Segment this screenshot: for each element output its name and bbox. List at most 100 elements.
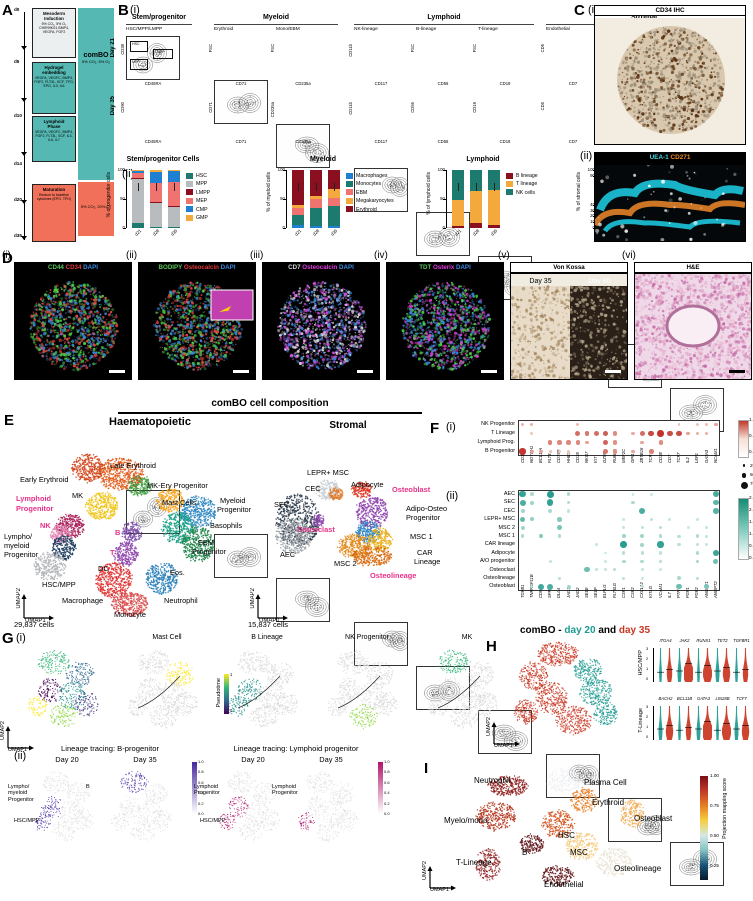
panel-b-legend-swatch (186, 206, 193, 213)
panel-e-header-rule (118, 412, 422, 414)
panel-b-bar-segment (310, 199, 322, 208)
panel-a: d0 d5 d10 d14 d20 d35 Mesoderm Induction 5% CO… (14, 4, 114, 242)
panel-b-chart-tickmark (283, 228, 286, 229)
panel-e-haem-count: 29,837 cells (14, 620, 54, 629)
dotplot-dot (677, 542, 681, 547)
panel-b-group-title: Stem/progenitor (126, 14, 192, 21)
panel-d-label-part: DAPI (454, 264, 471, 271)
panel-b-flow-xaxis: CD117 (354, 81, 408, 86)
panel-b-flow-xaxis: CD71 (214, 139, 268, 144)
panel-b-legend-item: Monocytes (346, 180, 394, 188)
panel-c-i-label: (i) (588, 4, 598, 16)
panel-b-flow-yaxis: CD19 (472, 102, 477, 113)
panel-e-haematopoietic-title: Haematopoietic (60, 416, 240, 428)
panel-b-bar-segment (150, 201, 162, 204)
panel-f-i-colorbar-tick: 1.0 (749, 417, 753, 422)
dotplot-dot (593, 430, 599, 436)
panel-a-stage-details: Reduce to baseline cytokines (EPO, TPO) (34, 193, 74, 201)
panel-b-legend-label: Erythroid (356, 207, 377, 213)
panel-a-stage-details: VEGFA, VEGFC, BMP4, FGF2, FLT3L, SCF, TP… (34, 76, 74, 89)
panel-i-cluster-label: HSC (558, 831, 575, 840)
panel-e-strom-xlabel: UMAP1 (259, 618, 280, 624)
panel-i-cluster-label: Osteoblast (634, 814, 672, 823)
dotplot-dot (705, 526, 709, 530)
panel-h-violin-gene-label: BCL11B (675, 696, 694, 701)
panel-e-strom-cluster-label: Adipocyte (351, 480, 383, 489)
dotplot-gene-label: JAG1 (566, 587, 571, 597)
panel-d-label-part: DAPI (337, 264, 354, 271)
panel-d-subnum: (i) (2, 250, 11, 261)
panel-e-haem-cluster-label: Eos. (170, 568, 185, 577)
dotplot-dot (705, 423, 709, 426)
panel-g-umap-title: NK Progenitor (324, 634, 410, 641)
panel-g-tracing-colorbar-tick: 0.6 (384, 780, 390, 785)
panel-b-row-label: Day 21 (110, 38, 116, 57)
panel-b-chart-yaxis (126, 170, 127, 228)
panel-d-image: TDT Osterix DAPI (386, 262, 504, 380)
panel-b-legend-label: HSC (196, 173, 207, 179)
panel-h-violin-ytick: 2 (646, 714, 648, 719)
dotplot-dot (548, 509, 553, 513)
dotplot-dot (640, 584, 644, 589)
dotplot-row-label: Osteoblast (456, 583, 515, 589)
panel-b-bar-segment (168, 205, 180, 208)
panel-g-axes: UMAP2 UMAP1 (0, 721, 58, 754)
panel-h-header-part: day 20 (564, 625, 595, 636)
panel-g-tracing-umap (216, 766, 290, 846)
panel-b-legend-swatch (186, 172, 193, 179)
panel-d-subnum: (iii) (250, 250, 263, 261)
panel-a-combo-sub: 5% CO₂, 5% O₂ (78, 59, 114, 64)
dotplot-dot (529, 500, 534, 505)
dotplot-dot (695, 431, 699, 436)
panel-d-image: H&E (634, 262, 752, 380)
panel-g-tracing-umap (30, 766, 104, 846)
panel-d-image-label: TDT Osterix DAPI (387, 263, 503, 272)
panel-g-umap (224, 644, 310, 732)
dotplot-dot (666, 430, 673, 437)
panel-b-legend-label: EBM (356, 190, 367, 196)
panel-b-legend-item: B lineage (506, 172, 538, 180)
panel-b-legend-label: CMP (196, 207, 208, 213)
dotplot-gene-label: CSF1 (621, 587, 626, 598)
panel-b-bar-segment (328, 197, 340, 206)
dotplot-dot (640, 542, 645, 547)
panel-b-chart-ytick: 100 (112, 167, 125, 172)
panel-d-image-label: Von Kossa (511, 263, 627, 273)
panel-b-legend-item: Macrophages (346, 172, 394, 180)
panel-d-image-canvas: Day 35 Day 80 (511, 274, 627, 379)
panel-g-tracing-umap (108, 766, 182, 846)
panel-b-bar-segment (470, 191, 482, 224)
dotplot-dot (677, 576, 681, 581)
panel-g-tracing-colorbar-tick: 0.8 (198, 769, 204, 774)
panel-a-timepoint: d0 (14, 7, 19, 12)
panel-b-flow-yaxis: CD235a (270, 102, 275, 117)
panel-e-haem-cluster-label: Neutrophil (164, 596, 198, 605)
panel-g-tracing-colorbar-tick: 1.0 (198, 759, 204, 764)
panel-g-tracing-title: Lineage tracing: Lymphoid progenitor (216, 744, 376, 753)
panel-b-chart-title: Myeloid (282, 156, 364, 163)
panel-a-combo-sub-2: 5% CO₂, 20% O₂ (78, 182, 114, 209)
panel-b-bar-segment (150, 170, 162, 172)
dotplot-gene-label: LEF1 (694, 453, 699, 463)
panel-d-subnum: (ii) (126, 250, 137, 261)
panel-b-flow-xaxis: CD45RA (126, 81, 180, 86)
panel-h-header: comBO - day 20 and day 35 (420, 625, 750, 636)
panel-g-ii-label: (ii) (14, 750, 26, 762)
panel-d-label-part: DAPI (219, 264, 236, 271)
dotplot-dot (520, 534, 525, 539)
panel-b-chart-ytick: 50 (432, 196, 445, 201)
dotplot-dot (548, 559, 552, 563)
panel-d-image-canvas (387, 274, 503, 379)
panel-d-image: CD7 Osteocalcin DAPI (262, 262, 380, 380)
dotplot-dot (547, 499, 554, 506)
dotplot-dot (622, 576, 626, 580)
panel-g-umap-title: Mast Cell (124, 634, 210, 641)
panel-b-plot-title: HSC/MPP/LMPP (126, 27, 184, 32)
dotplot-dot (621, 559, 626, 564)
dotplot-row-label: B Progenitor (456, 448, 515, 454)
panel-b-bar-segment (292, 208, 304, 216)
panel-d-scalebar (605, 370, 621, 373)
panel-b-group-rule (126, 24, 192, 25)
dotplot-gene-label: HHEX (566, 451, 571, 463)
panel-b-chart-ytick: 90 (582, 173, 595, 178)
